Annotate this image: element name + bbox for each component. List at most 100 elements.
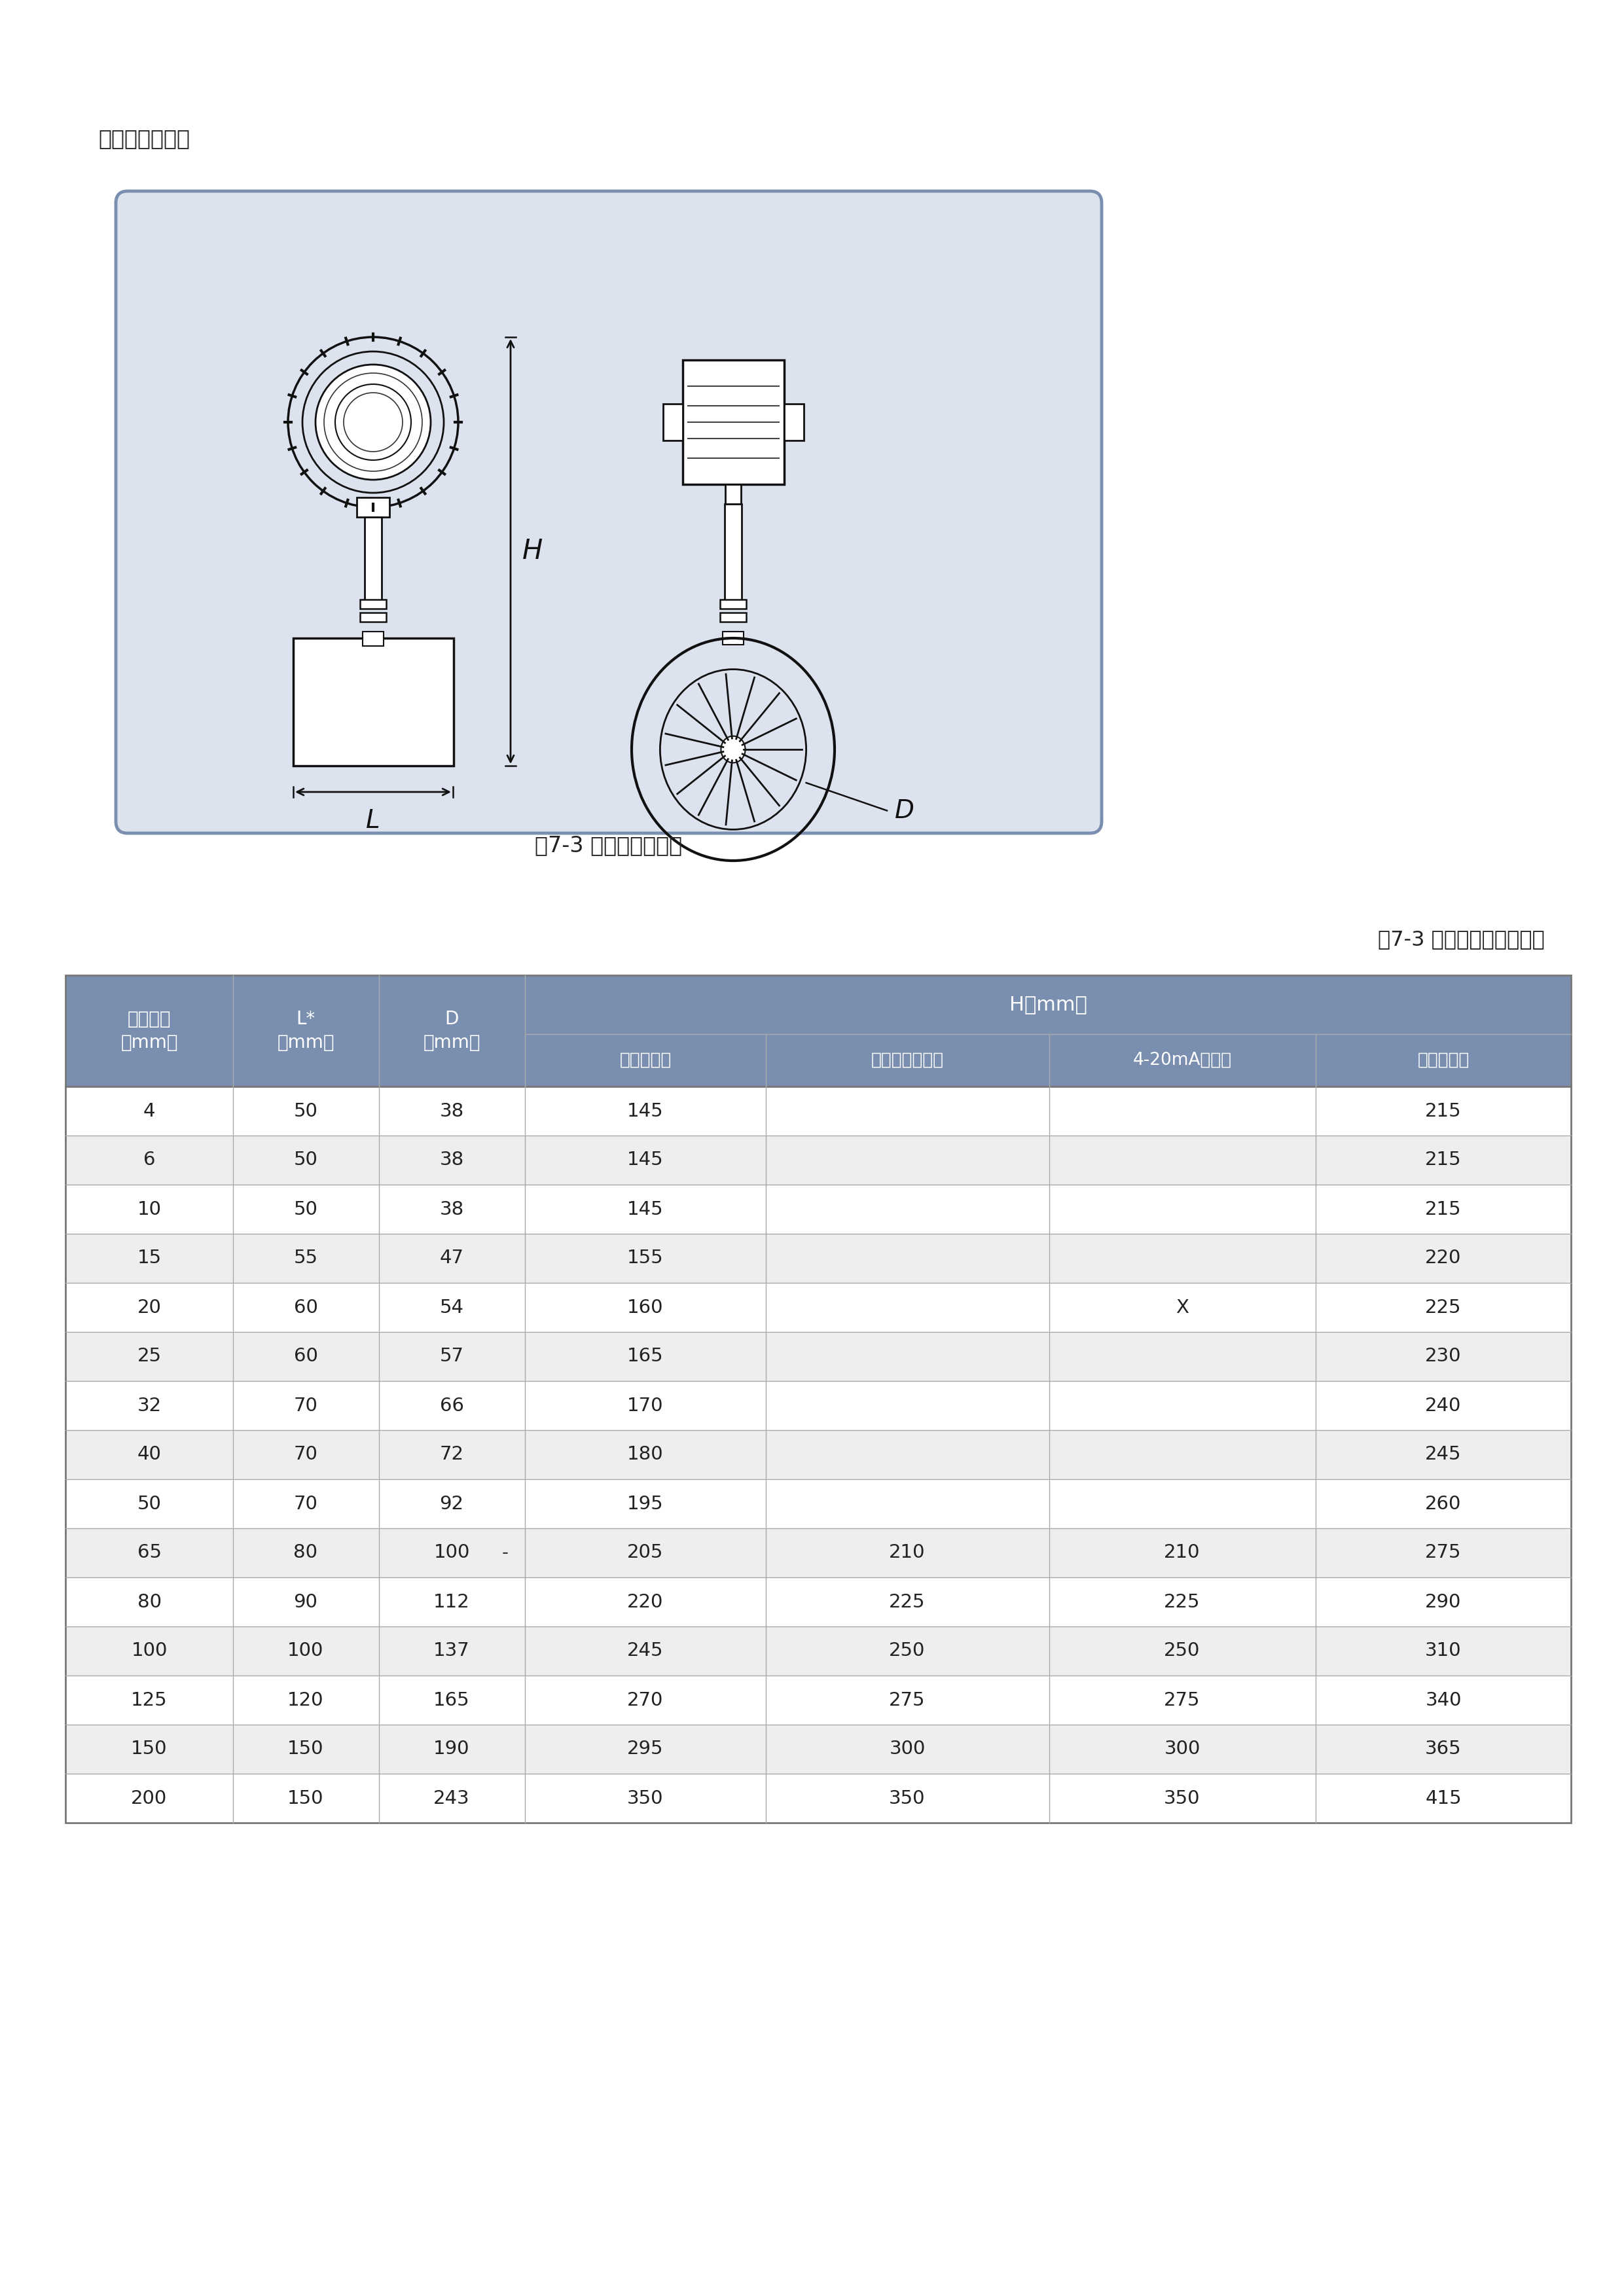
Bar [294,638,453,767]
Bar [784,404,804,441]
Text: 215: 215 [1426,1201,1462,1219]
Text: 240: 240 [1426,1396,1462,1414]
Text: 210: 210 [888,1543,926,1561]
Bar [65,976,1570,1823]
Text: 250: 250 [888,1642,926,1660]
Text: -: - [502,1543,508,1561]
Text: 350: 350 [1164,1789,1200,1807]
Text: 100: 100 [287,1642,323,1660]
Text: 145: 145 [627,1150,664,1169]
Text: 245: 245 [627,1642,664,1660]
Text: 205: 205 [627,1543,664,1561]
Text: 50: 50 [294,1102,318,1120]
Bar [65,976,1570,1086]
Text: 415: 415 [1426,1789,1462,1807]
Bar [65,1380,1570,1430]
Text: 25: 25 [136,1348,161,1366]
Text: H: H [523,537,542,565]
Text: 365: 365 [1426,1740,1462,1759]
Text: 220: 220 [1426,1249,1462,1267]
Bar [65,1283,1570,1332]
Bar [663,404,682,441]
Text: 220: 220 [627,1593,664,1612]
Bar [65,1430,1570,1479]
Bar [724,503,742,606]
Text: 250: 250 [1164,1642,1200,1660]
Bar [362,631,383,645]
Bar [65,1479,1570,1529]
Text: 195: 195 [627,1495,664,1513]
Text: 112: 112 [434,1593,469,1612]
Text: X: X [1176,1297,1189,1316]
Text: 225: 225 [888,1593,926,1612]
Text: 145: 145 [627,1201,664,1219]
Text: 72: 72 [440,1446,464,1465]
Bar [719,599,745,608]
Text: 脉冲输出型: 脉冲输出型 [619,1052,671,1070]
Text: 50: 50 [136,1495,161,1513]
Text: L*
（mm）: L* （mm） [278,1010,335,1052]
Text: 15: 15 [136,1249,161,1267]
Text: 260: 260 [1426,1495,1462,1513]
Text: 125: 125 [132,1690,167,1708]
Text: 225: 225 [1164,1593,1200,1612]
Text: 145: 145 [627,1102,664,1120]
Text: 20: 20 [136,1297,161,1316]
Text: 6: 6 [143,1150,156,1169]
Text: 智能显示型: 智能显示型 [1418,1052,1470,1070]
Text: 275: 275 [1426,1543,1462,1561]
Text: 80: 80 [136,1593,161,1612]
Bar [65,1137,1570,1185]
Text: 38: 38 [440,1201,464,1219]
Text: 54: 54 [440,1297,464,1316]
Text: 防爆脉冲输出型: 防爆脉冲输出型 [870,1052,944,1070]
Text: D
（mm）: D （mm） [422,1010,481,1052]
Text: 80: 80 [294,1543,318,1561]
Text: 65: 65 [136,1543,161,1561]
Text: 340: 340 [1426,1690,1462,1708]
Text: 295: 295 [627,1740,664,1759]
Text: 图7-3 夹装连接示意图: 图7-3 夹装连接示意图 [534,833,682,856]
Text: 190: 190 [434,1740,469,1759]
Text: 215: 215 [1426,1150,1462,1169]
Text: 100: 100 [132,1642,167,1660]
Text: 55: 55 [294,1249,318,1267]
Bar [65,1185,1570,1233]
Text: 10: 10 [136,1201,161,1219]
Text: 40: 40 [136,1446,161,1465]
Text: 57: 57 [440,1348,464,1366]
Text: L: L [365,808,380,833]
Bar [719,613,745,622]
Text: H（mm）: H（mm） [1009,994,1086,1015]
Text: 47: 47 [440,1249,464,1267]
Bar [65,1233,1570,1283]
Text: 275: 275 [888,1690,926,1708]
Bar [361,599,387,608]
Text: 165: 165 [434,1690,469,1708]
Text: 70: 70 [294,1446,318,1465]
Bar [365,517,382,606]
Text: 225: 225 [1426,1297,1462,1316]
Text: 4: 4 [143,1102,156,1120]
Text: 夹装连接型尺寸: 夹装连接型尺寸 [97,129,190,149]
Text: 70: 70 [294,1396,318,1414]
Text: 160: 160 [627,1297,664,1316]
Text: 50: 50 [294,1201,318,1219]
Text: 90: 90 [294,1593,318,1612]
Text: 38: 38 [440,1150,464,1169]
Text: 袄7-3 夹装连接尺寸对照表: 袄7-3 夹装连接尺寸对照表 [1377,930,1544,951]
Text: 155: 155 [627,1249,664,1267]
Text: 165: 165 [627,1348,664,1366]
Ellipse shape [721,737,745,762]
Text: 60: 60 [294,1348,318,1366]
Text: 245: 245 [1426,1446,1462,1465]
Circle shape [315,365,430,480]
Bar [65,1577,1570,1626]
Text: 350: 350 [627,1789,664,1807]
Text: 215: 215 [1426,1102,1462,1120]
Text: 270: 270 [627,1690,664,1708]
Text: 150: 150 [132,1740,167,1759]
FancyBboxPatch shape [115,191,1101,833]
Text: 4-20mA输出型: 4-20mA输出型 [1132,1052,1231,1070]
Text: 300: 300 [1164,1740,1200,1759]
